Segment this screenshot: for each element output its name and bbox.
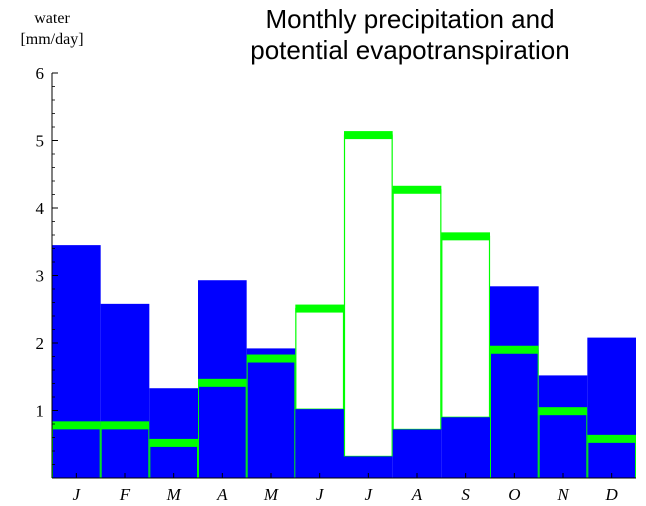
evapotranspiration-marker-7 [344, 131, 393, 140]
evapotranspiration-marker-4 [198, 378, 247, 387]
precipitation-bar-11 [538, 375, 588, 478]
x-tick-label-5: M [263, 485, 279, 504]
y-tick-label-2: 2 [36, 334, 45, 353]
y-axis-label-line-1: water [34, 10, 70, 27]
x-tick-label-9: S [461, 485, 470, 504]
evapotranspiration-marker-6 [295, 304, 344, 313]
y-tick-label-4: 4 [36, 199, 45, 218]
x-tick-label-11: N [556, 485, 570, 504]
evapotranspiration-marker-5 [246, 354, 296, 363]
x-tick-label-7: J [365, 485, 374, 504]
evapotranspiration-box-9 [441, 235, 491, 418]
precipitation-bar-5 [246, 348, 296, 478]
x-tick-label-12: D [605, 485, 619, 504]
y-tick-label-3: 3 [36, 267, 45, 286]
precipitation-bar-12 [587, 337, 636, 478]
x-tick-label-6: J [316, 485, 325, 504]
evapotranspiration-box-7 [343, 134, 393, 457]
evapotranspiration-marker-12 [587, 434, 636, 443]
chart-title-line-2: potential evapotranspiration [250, 35, 570, 65]
precipitation-bar-3 [149, 388, 198, 478]
axes-layer: 1 2 3 4 5 6 J F M A M J J A S O N D [36, 64, 636, 504]
precipitation-bar-6 [295, 409, 344, 478]
precipitation-bar-10 [490, 286, 539, 478]
evapotranspiration-box-6 [295, 307, 345, 410]
y-axis-label: water [mm/day] [2, 8, 102, 50]
x-tick-label-2: F [119, 485, 131, 504]
x-tick-label-10: O [508, 485, 520, 504]
evapotranspiration-marker-2 [100, 421, 150, 430]
y-tick-label-6: 6 [36, 64, 45, 83]
evapotranspiration-box-8 [392, 189, 442, 430]
y-tick-label-1: 1 [36, 402, 45, 421]
precipitation-bar-1 [52, 245, 101, 478]
evapotranspiration-marker-9 [441, 232, 490, 241]
chart-title-line-1: Monthly precipitation and [265, 4, 555, 34]
y-tick-label-5: 5 [36, 132, 45, 151]
bars-layer [52, 131, 636, 478]
evapotranspiration-marker-1 [52, 421, 101, 430]
chart-title: Monthly precipitation and potential evap… [190, 4, 630, 66]
x-tick-label-1: J [73, 485, 82, 504]
y-axis-label-line-2: [mm/day] [20, 31, 84, 48]
precipitation-bar-7 [344, 456, 393, 478]
evapotranspiration-marker-10 [490, 345, 539, 354]
evapotranspiration-marker-8 [392, 185, 442, 194]
x-tick-label-3: M [166, 485, 182, 504]
precipitation-bar-8 [392, 429, 442, 478]
x-tick-label-4: A [216, 485, 228, 504]
x-tick-label-8: A [411, 485, 423, 504]
precipitation-bar-9 [441, 417, 490, 478]
evapotranspiration-marker-11 [538, 407, 588, 416]
evapotranspiration-marker-3 [149, 438, 198, 447]
precipitation-bar-2 [100, 303, 150, 478]
